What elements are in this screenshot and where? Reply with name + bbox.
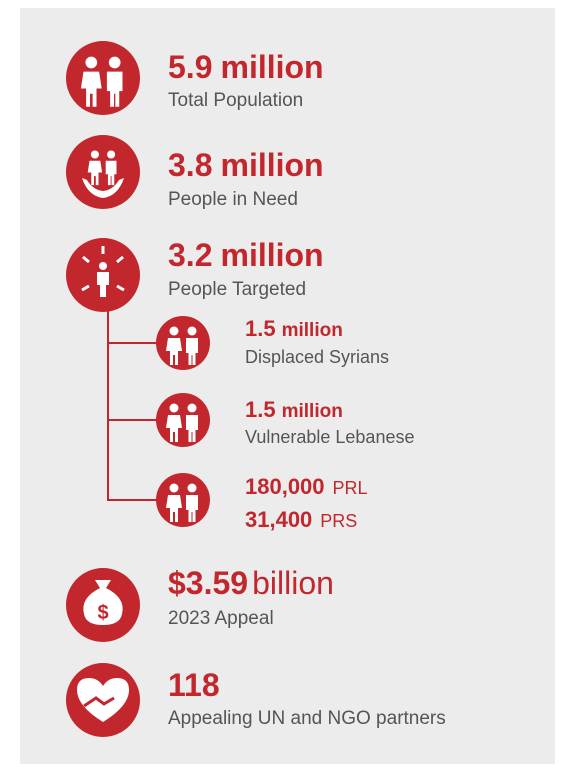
unit: million bbox=[282, 401, 343, 422]
value: 118 bbox=[168, 667, 220, 703]
unit: million bbox=[282, 320, 343, 341]
icon-targeted bbox=[66, 238, 140, 312]
icon-lebanese bbox=[156, 393, 210, 447]
value-line: 1.5 million bbox=[245, 316, 343, 341]
unit: PRS bbox=[320, 511, 357, 531]
unit: million bbox=[220, 49, 323, 85]
value-line: 3.8 million bbox=[168, 147, 324, 183]
value-line: 5.9 million bbox=[168, 49, 324, 85]
svg-text:$: $ bbox=[97, 602, 108, 624]
panel bbox=[20, 8, 555, 764]
icon-population bbox=[66, 41, 140, 115]
label: Displaced Syrians bbox=[245, 347, 389, 367]
value: 1.5 bbox=[245, 397, 276, 422]
unit: million bbox=[220, 147, 323, 183]
value: 1.5 bbox=[245, 316, 276, 341]
connector bbox=[107, 310, 160, 501]
label: Appealing UN and NGO partners bbox=[168, 708, 446, 729]
icon-appeal: $ bbox=[66, 568, 140, 642]
icon-syrians bbox=[156, 316, 210, 370]
value: $3.59 bbox=[168, 565, 248, 601]
icon-palestine bbox=[156, 473, 210, 527]
label: Total Population bbox=[168, 90, 303, 111]
value-line: 31,400 PRS bbox=[245, 507, 357, 532]
value: 180,000 bbox=[245, 474, 325, 499]
value-line: 1.5 million bbox=[245, 397, 343, 422]
value: 3.8 bbox=[168, 147, 212, 183]
value: 3.2 bbox=[168, 237, 212, 273]
value: 31,400 bbox=[245, 507, 312, 532]
value-line: $3.59 billion bbox=[168, 565, 334, 601]
icon-partners bbox=[66, 663, 140, 737]
label: 2023 Appeal bbox=[168, 608, 274, 629]
label: People Targeted bbox=[168, 279, 306, 300]
unit: PRL bbox=[333, 478, 368, 498]
icon-need bbox=[66, 135, 140, 209]
value-line: 180,000 PRL bbox=[245, 474, 368, 499]
label: Vulnerable Lebanese bbox=[245, 427, 414, 447]
label: People in Need bbox=[168, 189, 298, 210]
unit: million bbox=[220, 237, 323, 273]
value-line: 3.2 million bbox=[168, 237, 324, 273]
value: 5.9 bbox=[168, 49, 212, 85]
unit: billion bbox=[252, 565, 334, 601]
